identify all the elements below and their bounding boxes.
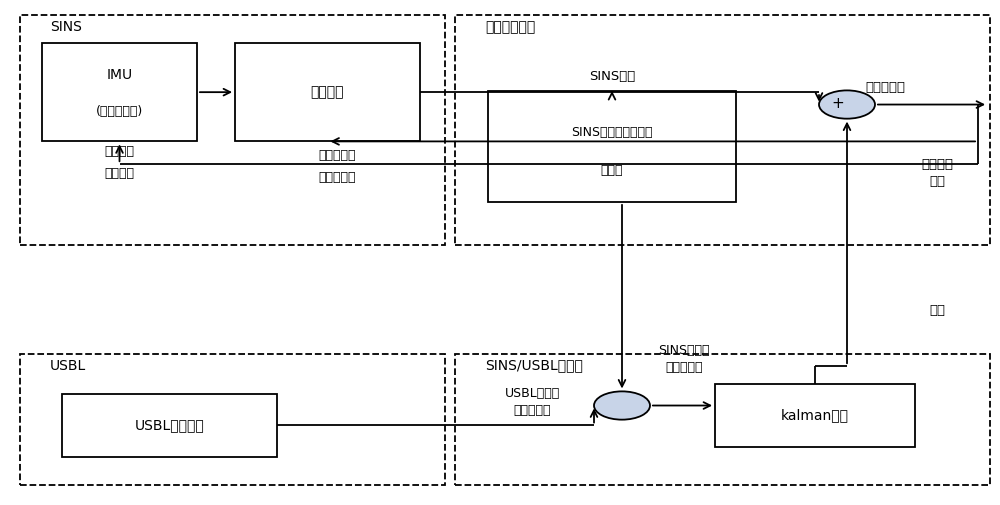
Text: USBL: USBL xyxy=(50,359,86,373)
Bar xyxy=(455,15,990,245)
Text: 校正: 校正 xyxy=(929,304,945,317)
Text: SINS计算斜距与到达: SINS计算斜距与到达 xyxy=(571,126,653,138)
Text: 惯性仪表: 惯性仪表 xyxy=(104,167,134,180)
Text: kalman滤波: kalman滤波 xyxy=(781,409,849,422)
Text: IMU: IMU xyxy=(106,68,133,82)
Text: SINS/USBL紧组合: SINS/USBL紧组合 xyxy=(485,359,583,373)
Text: 导航参数: 导航参数 xyxy=(921,158,953,171)
Bar xyxy=(715,384,915,447)
Text: 姿态矩阵、: 姿态矩阵、 xyxy=(319,149,356,162)
Bar xyxy=(20,354,445,485)
Text: 最优组合解: 最优组合解 xyxy=(865,81,905,94)
Text: SINS斜距和: SINS斜距和 xyxy=(658,344,710,358)
Text: 校正: 校正 xyxy=(929,175,945,188)
Text: USBL定位系统: USBL定位系统 xyxy=(135,419,204,432)
Text: SINS位置: SINS位置 xyxy=(589,70,635,83)
Circle shape xyxy=(594,391,650,420)
Text: 距离差: 距离差 xyxy=(601,165,623,177)
Text: +: + xyxy=(832,95,844,111)
Text: 数据处理单元: 数据处理单元 xyxy=(485,20,535,34)
Bar xyxy=(42,43,197,141)
Text: 输出校正: 输出校正 xyxy=(104,145,134,158)
Bar xyxy=(488,91,736,202)
Text: 到达距离差: 到达距离差 xyxy=(513,404,551,417)
Text: USBL斜距和: USBL斜距和 xyxy=(504,387,560,400)
Bar xyxy=(62,394,277,457)
Text: 四元数校正: 四元数校正 xyxy=(319,171,356,184)
Bar xyxy=(235,43,420,141)
Text: 到达距离差: 到达距离差 xyxy=(665,361,703,374)
Bar xyxy=(20,15,445,245)
Bar xyxy=(455,354,990,485)
Text: SINS: SINS xyxy=(50,20,82,34)
Text: (陀螺、加表): (陀螺、加表) xyxy=(96,106,143,118)
Text: 捷联解算: 捷联解算 xyxy=(311,85,344,99)
Circle shape xyxy=(819,90,875,119)
